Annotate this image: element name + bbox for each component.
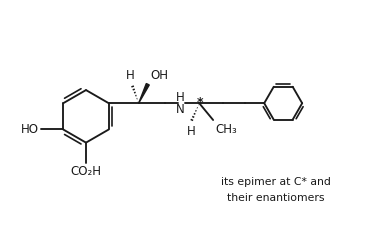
Text: HO: HO [21, 123, 38, 136]
Text: their enantiomers: their enantiomers [227, 193, 325, 204]
Polygon shape [139, 84, 149, 103]
Text: H
N: H N [176, 91, 185, 116]
Text: CH₃: CH₃ [215, 123, 237, 136]
Text: its epimer at C* and: its epimer at C* and [221, 177, 331, 187]
Text: OH: OH [151, 69, 169, 82]
Text: CO₂H: CO₂H [70, 165, 101, 178]
Text: *: * [196, 96, 203, 109]
Text: H: H [125, 69, 134, 82]
Text: H: H [187, 125, 196, 138]
